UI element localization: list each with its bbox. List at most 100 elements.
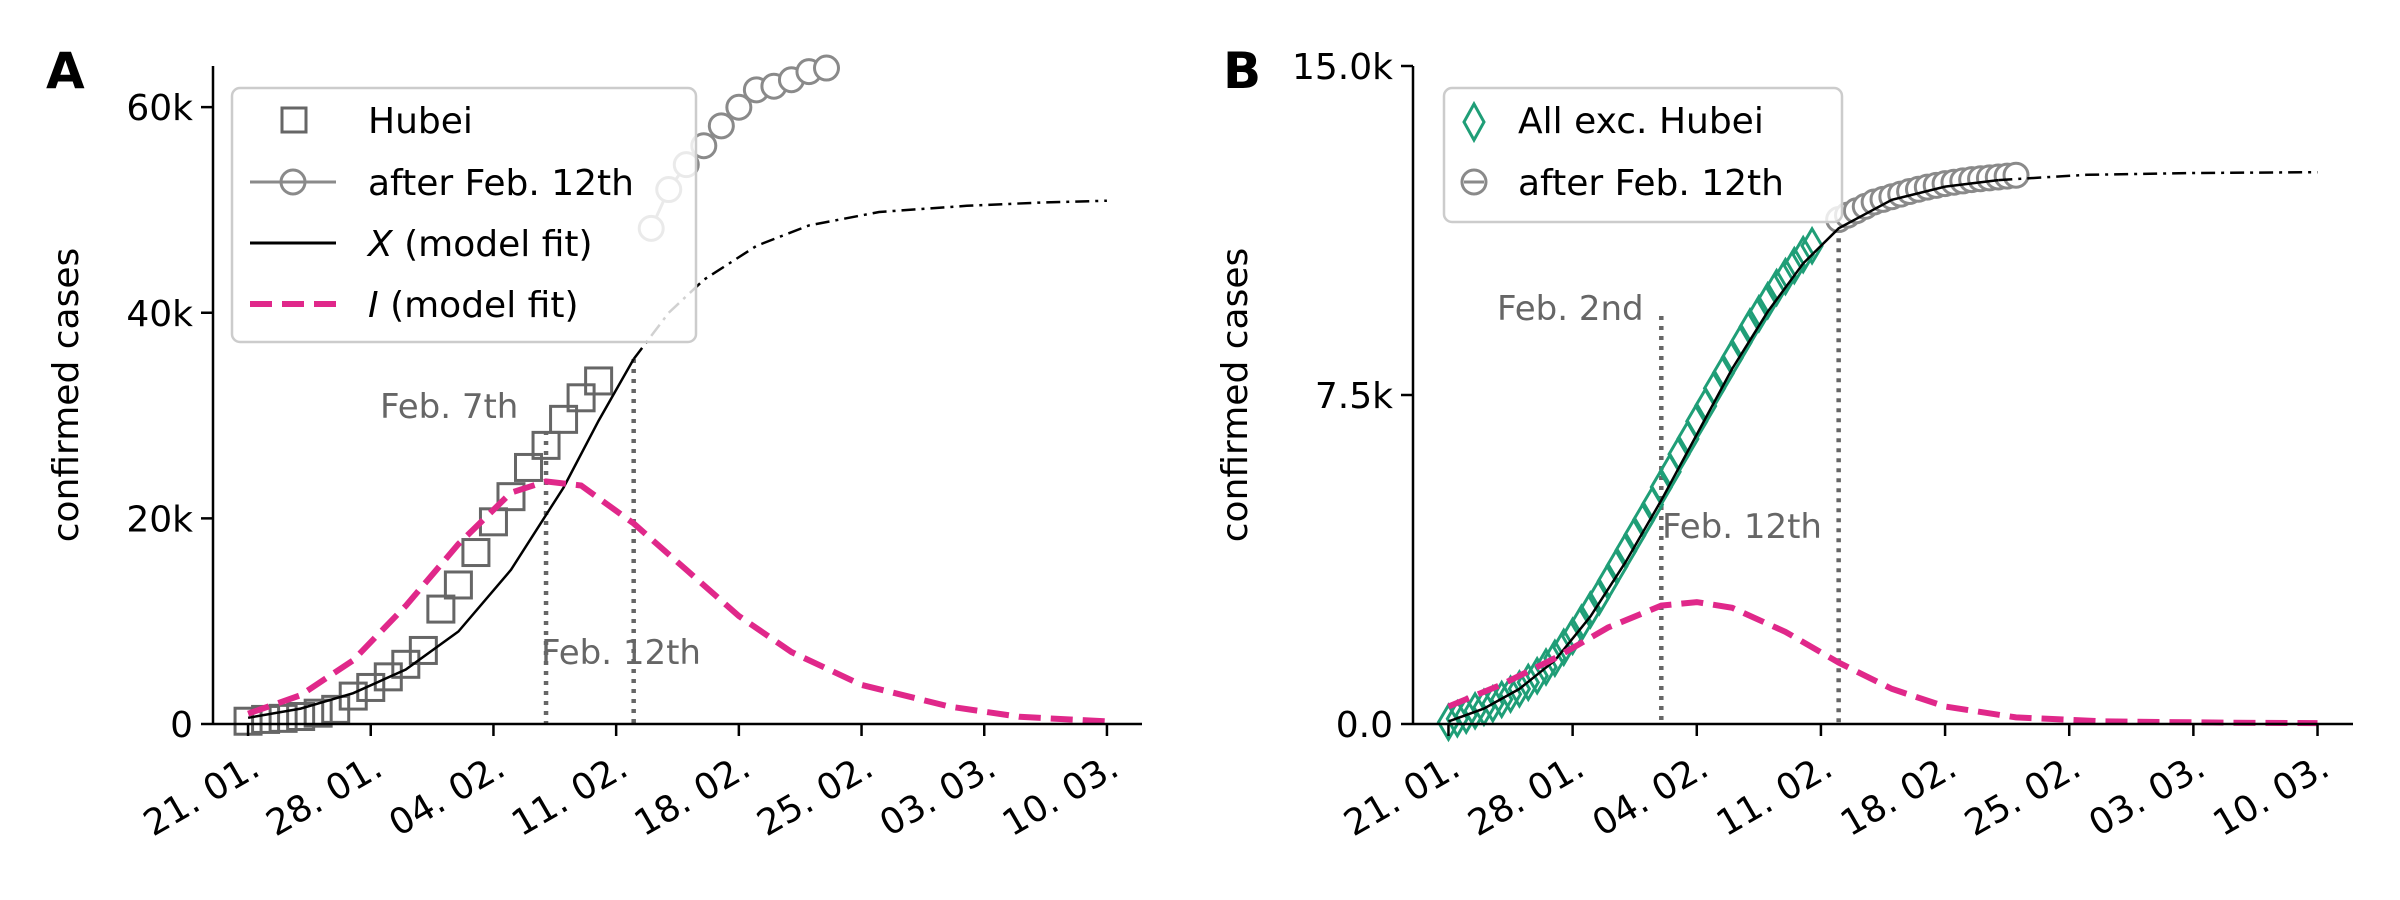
non-hubei-point [1463,690,1487,731]
series-x-model-extrapolation [632,199,1107,360]
non-hubei-point [1436,702,1461,743]
y-tick-label: 40k [126,294,193,335]
panel-b-legend-box [1442,86,1844,224]
hubei-point [408,635,438,665]
panel-a-annotation-feb7: Feb. 7th [380,387,518,427]
y-tick-label: 20k [126,499,193,540]
x-tick-label: 21. 01. [1337,746,1467,844]
panel-b-annotation-feb12: Feb. 12th [1662,507,1822,547]
non-hubei-point [1667,434,1691,475]
legend-square-marker [280,106,308,134]
non-hubei-point [1800,225,1824,266]
hubei-point [268,703,298,733]
x-tick-label: 25. 02. [750,746,880,844]
panel-b-legend-after: after Feb. 12th [1518,163,1784,204]
non-hubei-point [1791,234,1815,275]
panel-a-legend-i: I (model fit) [368,285,579,326]
hubei-point [549,404,579,434]
x-tick-label: 28. 01. [1462,746,1592,844]
panel-a-letter: A [46,42,85,100]
panel-b-marks [1436,161,2318,743]
y-tick-label: 15.0k [1292,47,1393,88]
hubei-point [303,698,333,728]
x-tick-label: 03. 03. [873,746,1003,844]
x-tick-label: 10. 03. [996,746,1126,844]
non-hubei-point [1445,698,1470,739]
series-x-model-fit [1448,178,1999,723]
non-hubei-point [1773,256,1798,297]
x-tick-label: 10. 03. [2206,746,2336,844]
series-i-model-fit [1447,599,2318,727]
hubei-point [496,482,526,512]
panel-a: A confirmed cases 0 20k 40k 60k 21. 01.28. … [46,42,1142,845]
panel-a-y-axis-title: confirmed cases [46,248,87,543]
x-tick-label: 04. 02. [382,746,512,844]
non-hubei-point [1605,546,1629,587]
x-tick-label: 11. 02. [1710,746,1840,844]
series-x-model-fit [247,358,635,720]
non-hubei-point [1631,500,1656,540]
panel-a-legend-after: after Feb. 12th [368,163,634,204]
legend-var-i: I [368,285,379,326]
non-hubei-point [1720,337,1744,378]
x-tick-label: 11. 02. [505,746,635,844]
panel-b-letter: B [1223,42,1261,100]
panel-b: B confirmed cases 0.0 7.5k 15.0k 21. 01.28… [1215,42,2353,845]
non-hubei-point [1755,280,1780,321]
panel-a-annotation-feb12: Feb. 12th [541,633,701,673]
non-hubei-point [1782,245,1807,286]
panel-a-legend-hubei: Hubei [368,101,473,142]
non-hubei-point [1454,695,1478,736]
hubei-point [584,366,614,396]
after-feb12-point [707,112,735,140]
non-hubei-point [1711,353,1736,394]
legend-x-text: (model fit) [393,224,593,265]
hubei-point [286,702,316,732]
panel-a-legend-box [230,86,698,344]
series-i-model-fit [247,478,1108,725]
x-tick-label: 04. 02. [1586,746,1716,844]
non-hubei-point [1481,683,1505,724]
non-hubei-point [1649,467,1674,508]
non-hubei-point [1685,401,1709,442]
panel-b-x-ticks: 21. 01.28. 01.04. 02.11. 02.18. 02.25. 0… [1337,724,2336,845]
after-feb12-point [725,93,753,121]
non-hubei-point [1614,530,1638,571]
panel-a-x-ticks: 21. 01.28. 01.04. 02.11. 02.18. 02.25. 0… [137,724,1125,845]
series-x-model-extrapolation [1998,170,2318,182]
panel-b-y-axis-title: confirmed cases [1215,248,1256,543]
non-hubei-point [1738,307,1762,347]
after-feb12-point [2002,161,2030,189]
x-tick-label: 18. 02. [628,746,758,844]
panel-a-legend-x: X (model fit) [366,224,593,265]
y-tick-label: 7.5k [1315,376,1393,417]
hubei-point [426,594,456,624]
y-tick-label: 60k [126,88,193,129]
hubei-point [461,538,491,568]
y-tick-label: 0 [170,705,193,746]
panel-b-annotation-feb2: Feb. 2nd [1497,289,1644,329]
non-hubei-point [1622,515,1647,556]
hubei-point [531,430,561,460]
non-hubei-point [1764,267,1789,308]
panel-a-y-ticks: 0 20k 40k 60k [126,88,213,746]
legend-diamond-marker [1462,100,1486,144]
non-hubei-point [1747,293,1771,334]
x-tick-label: 28. 01. [260,746,390,844]
hubei-point [566,383,596,413]
non-hubei-point [1729,322,1753,363]
after-feb12-point [812,54,840,82]
panel-b-legend: All exc. Hubei after Feb. 12th [1442,86,1844,224]
legend-var-x: X [366,224,394,265]
hubei-point [443,570,473,600]
non-hubei-point [1498,674,1523,715]
legend-i-text: (model fit) [379,285,579,326]
x-tick-label: 25. 02. [1958,746,2088,844]
panel-b-y-ticks: 0.0 7.5k 15.0k [1292,47,1413,746]
hubei-point [514,452,544,482]
legend-gray-circle-marker [1460,168,1488,196]
legend-circle-marker [279,168,307,196]
x-tick-label: 03. 03. [2082,746,2212,844]
non-hubei-point [1596,561,1620,602]
